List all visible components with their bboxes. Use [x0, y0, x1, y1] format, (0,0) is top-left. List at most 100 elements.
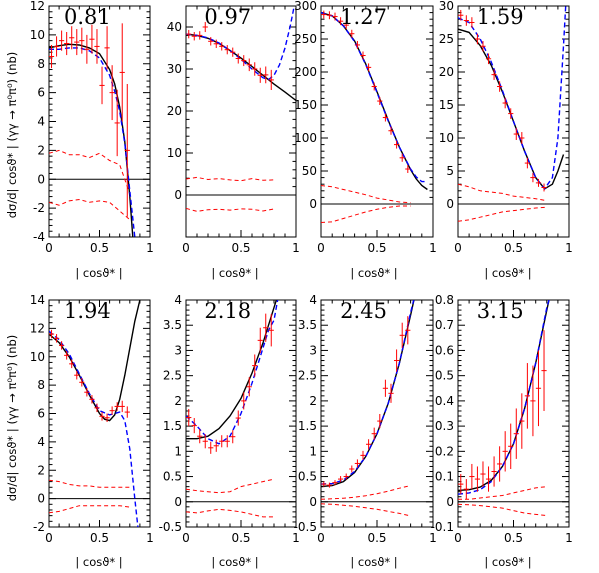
y-tick-label: 25 — [439, 32, 454, 46]
error-band-lower — [321, 205, 411, 223]
solid-fit-curve — [49, 43, 134, 237]
panel-plot-area — [186, 300, 296, 518]
x-tick-label: 1 — [429, 531, 437, 545]
y-tick-label: 0.5 — [298, 470, 317, 484]
y-tick-label: 0 — [37, 172, 45, 186]
y-tick-label: 0.5 — [435, 369, 454, 383]
y-tick-label: 2.5 — [163, 369, 182, 383]
y-tick-label: 8 — [37, 57, 45, 71]
x-axis-label-6: | cosϑ* | — [211, 555, 258, 569]
y-tick-label: 30 — [167, 62, 182, 76]
y-tick-label: 15 — [439, 98, 454, 112]
y-tick-label: 150 — [294, 98, 317, 112]
panel-6: -0.500.511.522.533.540 0.5 12.18 — [159, 293, 300, 545]
y-tick-label: 10 — [167, 146, 182, 160]
x-tick-label: 1 — [565, 531, 573, 545]
y-tick-label: -0.5 — [159, 520, 182, 534]
y-tick-label: 1.5 — [163, 419, 182, 433]
y-tick-label: 0 — [37, 492, 45, 506]
x-tick-label: 0 — [182, 531, 190, 545]
error-band-lower — [458, 206, 547, 222]
y-tick-label: 20 — [167, 104, 182, 118]
x-axis-label-2: | cosϑ* | — [211, 266, 258, 280]
error-band-lower — [49, 198, 131, 221]
panel-4: 0 5 10 15 20 25 30 0 0.5 1 1.59 — [439, 0, 573, 255]
y-tick-label: 4 — [37, 115, 45, 129]
panel-3: 0 50 100 150 200 250 300 0 0.5 1 1.27 — [294, 0, 437, 255]
y-tick-label: 200 — [294, 65, 317, 79]
y-tick-label: 1.5 — [298, 419, 317, 433]
y-tick-label: -0.1 — [431, 520, 454, 534]
y-tick-label: -2 — [33, 520, 45, 534]
y-tick-label: 10 — [439, 131, 454, 145]
y-tick-label: 30 — [439, 0, 454, 13]
y-tick-label: 12 — [30, 321, 45, 335]
dashed-fit-curve — [321, 11, 428, 183]
y-tick-label: 3 — [174, 343, 182, 357]
x-axis-label-5: | cosϑ* | — [75, 555, 122, 569]
y-tick-label: 4 — [309, 293, 317, 307]
x-tick-label: 0 — [317, 241, 325, 255]
solid-fit-curve — [186, 300, 278, 440]
x-tick-label: 1 — [292, 241, 300, 255]
x-tick-label: 1 — [429, 241, 437, 255]
y-tick-label: -4 — [33, 230, 45, 244]
panel-plot-area — [321, 300, 433, 517]
energy-label: 2.18 — [204, 299, 251, 323]
solid-fit-curve — [321, 11, 428, 191]
y-tick-label: 3 — [309, 343, 317, 357]
y-tick-label: 1 — [309, 444, 317, 458]
y-tick-label: 250 — [294, 32, 317, 46]
y-tick-label: -2 — [33, 201, 45, 215]
error-band-lower — [458, 503, 547, 517]
y-tick-label: 8 — [37, 378, 45, 392]
dashed-fit-curve — [186, 300, 279, 445]
dashed-fit-curve — [458, 6, 567, 190]
y-tick-label: 2 — [37, 143, 45, 157]
y-tick-label: 20 — [439, 65, 454, 79]
y-tick-label: 0.1 — [435, 470, 454, 484]
dashed-fit-curve — [49, 47, 136, 237]
energy-label: 3.15 — [477, 299, 524, 323]
y-tick-label: 3.5 — [163, 318, 182, 332]
y-tick-label: 2 — [174, 394, 182, 408]
panel-plot-area — [458, 6, 569, 222]
x-axis-label-1: | cosϑ* | — [75, 266, 122, 280]
y-tick-label: 1 — [174, 444, 182, 458]
energy-label: 1.59 — [477, 5, 524, 29]
x-axis-label-7: | cosϑ* | — [350, 555, 397, 569]
y-tick-label: 2.5 — [298, 369, 317, 383]
panel-plot-area — [186, 7, 296, 212]
y-tick-label: 0.5 — [163, 470, 182, 484]
y-tick-label: 0 — [309, 197, 317, 211]
y-tick-label: 40 — [167, 20, 182, 34]
y-tick-label: 50 — [302, 164, 317, 178]
y-tick-label: 2 — [37, 463, 45, 477]
panel-frame — [320, 5, 434, 238]
error-band-upper — [458, 486, 547, 500]
panel-1: -4 -2 0 2 4 6 8 10 12 0 0.5 1 0.81 — [30, 0, 154, 255]
error-band-upper — [186, 176, 275, 182]
x-tick-label: 1 — [146, 241, 154, 255]
x-tick-label: 1 — [565, 241, 573, 255]
y-tick-label: 0.8 — [435, 293, 454, 307]
x-axis-label-3: | cosϑ* | — [350, 266, 397, 280]
error-band-lower — [186, 207, 275, 212]
x-tick-label: 0.5 — [504, 241, 523, 255]
x-tick-label: 0 — [45, 531, 53, 545]
y-tick-label: 300 — [294, 0, 317, 13]
panel-plot-area — [458, 300, 569, 517]
y-tick-label: 0.2 — [435, 444, 454, 458]
y-tick-label: 4 — [174, 293, 182, 307]
panel-2: 0 10 20 30 40 0 0.5 1 0.97 — [167, 5, 300, 255]
dashed-fit-curve — [186, 7, 295, 81]
energy-label: 1.94 — [64, 299, 111, 323]
x-tick-label: 0 — [317, 531, 325, 545]
y-tick-label: 6 — [37, 407, 45, 421]
panel-frame — [320, 299, 434, 528]
error-band-lower — [186, 508, 274, 518]
dashed-fit-curve — [458, 300, 550, 495]
x-tick-label: 0 — [45, 241, 53, 255]
